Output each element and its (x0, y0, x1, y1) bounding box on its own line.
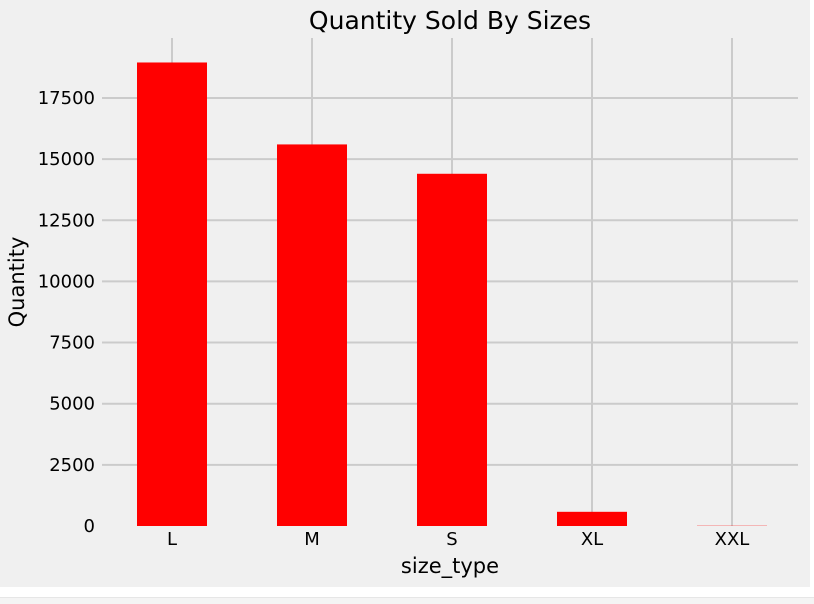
y-tick-label: 17500 (38, 88, 95, 109)
y-tick-label: 15000 (38, 149, 95, 170)
y-tick-label: 7500 (49, 333, 95, 354)
x-tick-label: S (446, 529, 457, 550)
bar-M (277, 144, 347, 526)
x-tick-label: L (167, 529, 177, 550)
y-tick-label: 10000 (38, 271, 95, 292)
chart-title: Quantity Sold By Sizes (309, 6, 591, 35)
bar-XL (557, 512, 627, 526)
x-axis-label: size_type (401, 554, 499, 579)
x-tick-label: M (304, 529, 320, 550)
bar-L (137, 62, 207, 526)
bar-S (417, 174, 487, 526)
y-tick-label: 0 (84, 516, 95, 537)
y-axis-label: Quantity (5, 237, 29, 328)
y-tick-label: 5000 (49, 394, 95, 415)
x-tick-label: XXL (715, 529, 750, 550)
x-tick-label: XL (581, 529, 603, 550)
y-tick-label: 12500 (38, 210, 95, 231)
y-tick-label: 2500 (49, 455, 95, 476)
